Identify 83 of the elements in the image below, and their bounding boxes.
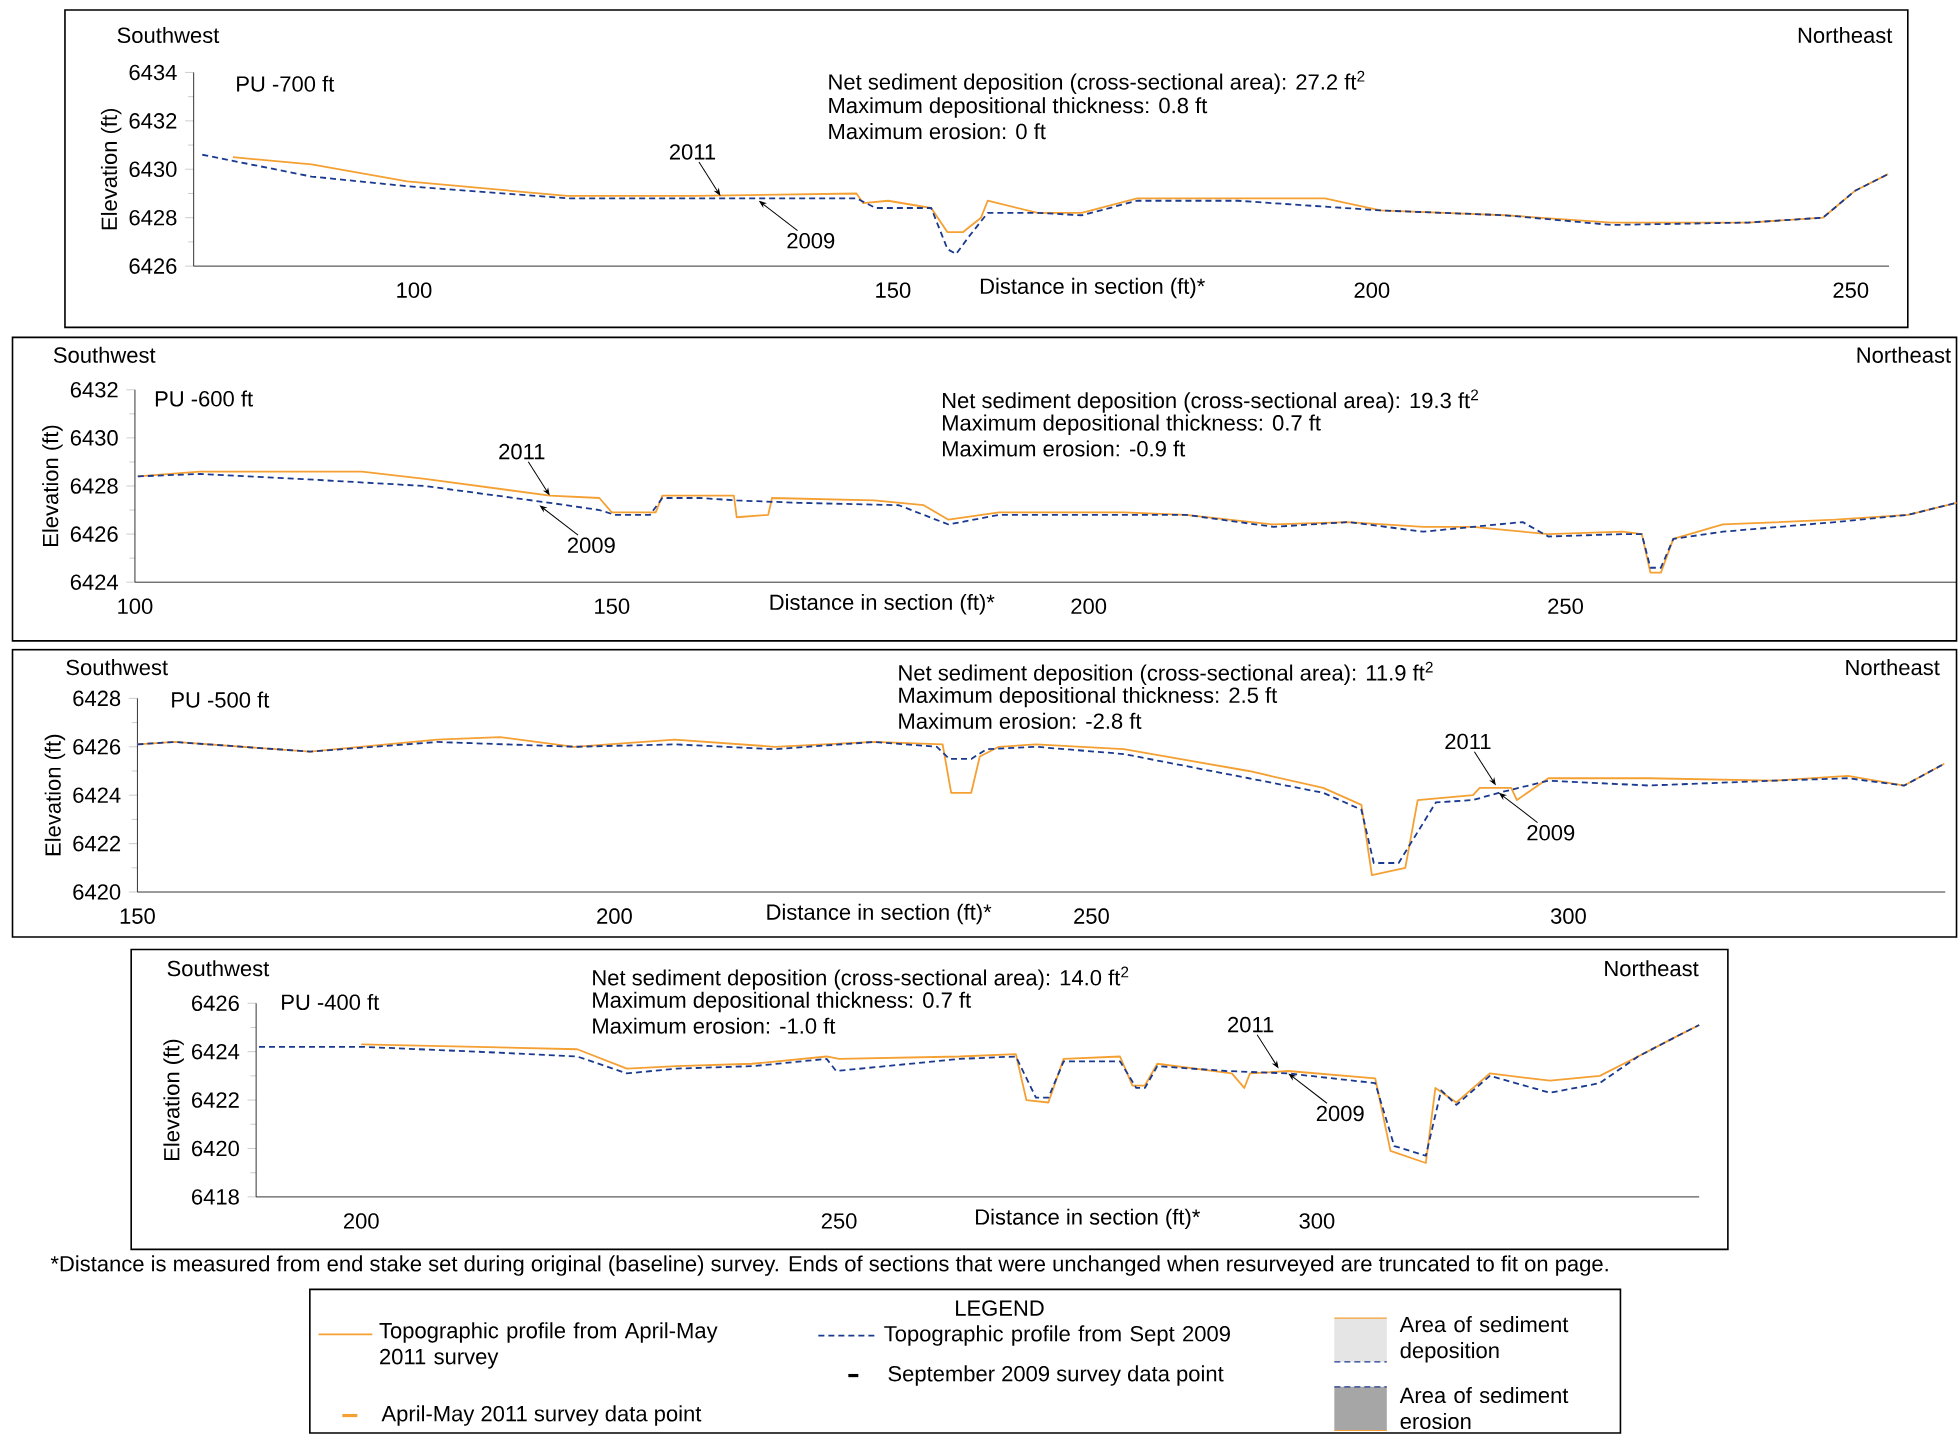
- annotation: 2009: [787, 233, 835, 249]
- y-axis-title: Elevation (ft): [163, 1039, 184, 1161]
- x-tick-label: 100: [397, 282, 432, 299]
- y-axis-title: Elevation (ft): [42, 425, 63, 547]
- y-tick-label: 6430: [70, 430, 118, 446]
- y-tick-label: 6426: [129, 258, 177, 275]
- x-tick-label: 250: [1548, 598, 1583, 615]
- chart-title: PU -600 ft: [155, 390, 253, 407]
- y-tick-label: 6422: [73, 836, 121, 852]
- x-tick-label: 250: [1833, 282, 1869, 299]
- x-axis-title: Distance in section (ft)*: [980, 278, 1205, 299]
- y-tick-label: 6424: [192, 1044, 240, 1060]
- y-tick-label: 6434: [129, 64, 177, 81]
- y-tick-label: 6420: [73, 884, 121, 901]
- x-tick-label: 150: [120, 908, 155, 925]
- y-tick-label: 6422: [192, 1092, 239, 1109]
- y-tick-label: 6418: [192, 1189, 239, 1205]
- chart-title: PU -500 ft: [172, 691, 270, 708]
- text: Northeast: [1605, 960, 1699, 977]
- legend-label: Topographic profile from Sept 2009: [884, 1325, 1230, 1347]
- x-tick-label: 250: [1074, 908, 1109, 925]
- x-axis-title: Distance in section (ft)*: [770, 594, 995, 615]
- annotation: 2011: [1228, 1017, 1274, 1033]
- y-tick-label: 6426: [192, 995, 239, 1012]
- y-tick-label: 6428: [129, 210, 177, 226]
- text: Net sediment deposition (cross-sectional area): 14.0 ft$^{2}$: [593, 966, 1129, 991]
- x-axis-title: Distance in section (ft)*: [767, 904, 992, 925]
- x-tick-label: 300: [1550, 908, 1586, 925]
- annotation: Maximum depositional thickness: 0.8 ft: [829, 97, 1208, 118]
- annotation: Maximum erosion: -2.8 ft: [899, 713, 1142, 730]
- text: Northeast: [1798, 27, 1893, 44]
- annotation: Net sediment deposition (cross-sectional area): 19.3 ft$^{2}$: [942, 389, 1479, 413]
- annotation: Maximum erosion: -1.0 ft: [593, 1017, 836, 1035]
- annotation: 2011: [499, 444, 545, 460]
- text: Northeast: [1846, 659, 1940, 676]
- text: Southwest: [53, 346, 156, 364]
- y-tick-label: 6426: [70, 526, 118, 543]
- y-tick-label: 6428: [70, 478, 118, 495]
- text: Southwest: [66, 659, 168, 676]
- chart-title: PU -400 ft: [282, 994, 380, 1011]
- legend-label: Topographic profile from April-May 2011 survey: [379, 1322, 718, 1369]
- y-tick-label: 6430: [129, 161, 177, 178]
- text: September 2009 survey data point: [888, 1365, 1224, 1387]
- x-tick-label: 150: [876, 282, 911, 299]
- text: Northeast: [1857, 346, 1951, 364]
- text: Southwest: [117, 27, 220, 44]
- text: Net sediment deposition (cross-sectional area): 11.9 ft$^{2}$: [899, 661, 1433, 686]
- annotation: Net sediment deposition (cross-sectional area): 27.2 ft$^{2}$: [829, 71, 1365, 95]
- annotation: 2011: [1445, 733, 1491, 750]
- y-axis-title: Elevation (ft): [44, 735, 66, 856]
- text: Area of sediment deposition: [1399, 1316, 1569, 1363]
- y-tick-label: 6424: [73, 787, 121, 804]
- x-tick-label: 200: [1354, 282, 1390, 299]
- y-tick-label: 6426: [73, 739, 121, 755]
- annotation: 2009: [1316, 1105, 1364, 1122]
- y-axis-title: Elevation (ft): [100, 109, 122, 230]
- x-tick-label: 250: [821, 1213, 857, 1229]
- annotation: 2009: [567, 537, 615, 554]
- annotation: 2011: [669, 144, 716, 160]
- text: April-May 2011 survey data point: [381, 1405, 702, 1427]
- text: *Distance is measured from end stake set during original (baseline) survey. Ends of sections that were unchanged when resurveyed are truncated to fit on page.: [50, 1255, 1608, 1277]
- y-tick-label: 6424: [70, 574, 119, 591]
- y-tick-label: 6432: [129, 113, 177, 129]
- x-tick-label: 200: [1071, 598, 1107, 615]
- annotation: Maximum depositional thickness: 0.7 ft: [593, 991, 971, 1013]
- text: Area of sediment erosion: [1399, 1387, 1569, 1430]
- annotation: Maximum depositional thickness: 0.7 ft: [942, 414, 1321, 436]
- y-tick-label: 6432: [70, 382, 118, 398]
- chart-title: PU -700 ft: [237, 75, 335, 93]
- annotation: Maximum erosion: 0 ft: [829, 123, 1046, 140]
- x-tick-label: 100: [118, 598, 153, 615]
- annotation: 2009: [1527, 825, 1575, 841]
- y-tick-label: 6428: [73, 690, 121, 707]
- annotation: Maximum erosion: -0.9 ft: [942, 440, 1186, 457]
- text: Southwest: [167, 960, 270, 977]
- x-tick-label: 300: [1299, 1213, 1335, 1229]
- y-tick-label: 6420: [192, 1140, 239, 1157]
- legend-title: LEGEND: [956, 1300, 1044, 1317]
- x-tick-label: 150: [595, 598, 630, 615]
- x-tick-label: 200: [343, 1213, 379, 1229]
- x-axis-title: Distance in section (ft)*: [976, 1208, 1201, 1230]
- annotation: Maximum depositional thickness: 2.5 ft: [899, 687, 1278, 708]
- x-tick-label: 200: [597, 908, 632, 925]
